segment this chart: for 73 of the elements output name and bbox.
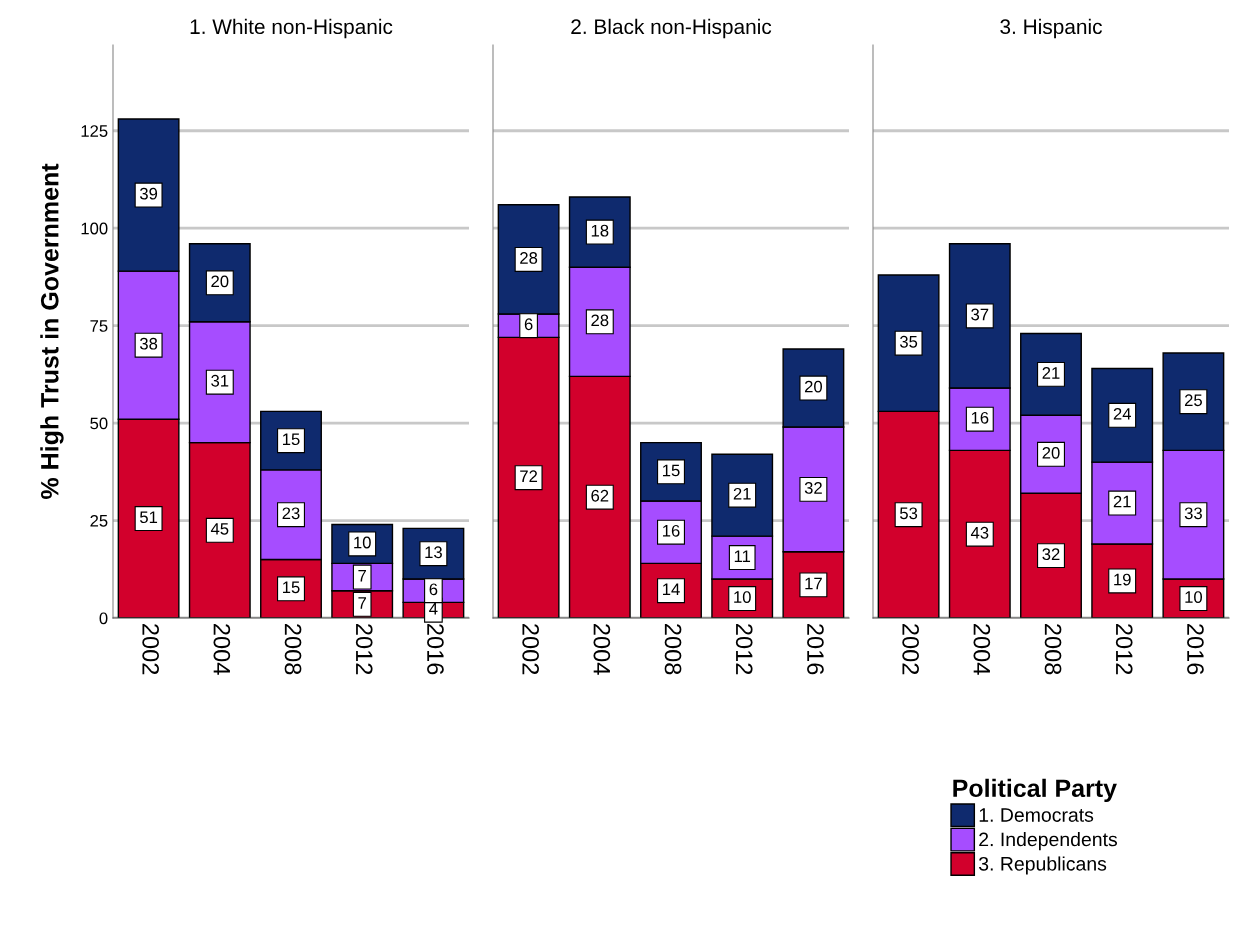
data-label: 43 bbox=[970, 526, 989, 539]
data-label: 21 bbox=[733, 487, 751, 500]
data-label: 45 bbox=[210, 523, 229, 535]
data-label: 7 bbox=[358, 569, 366, 582]
data-label: 24 bbox=[1113, 407, 1131, 420]
x-tick-label: 2012 bbox=[735, 624, 753, 675]
legend-title: Political Party bbox=[953, 778, 1117, 803]
data-label: 51 bbox=[140, 511, 158, 524]
data-label: 19 bbox=[1114, 573, 1131, 586]
data-label: 10 bbox=[1185, 591, 1203, 603]
data-label: 13 bbox=[425, 546, 442, 559]
data-label: 4 bbox=[429, 603, 438, 615]
legend-label: 1. Democrats bbox=[979, 808, 1094, 822]
data-label: 23 bbox=[282, 507, 300, 520]
x-tick-label: 2004 bbox=[973, 624, 991, 675]
legend-label: 2. Independents bbox=[979, 832, 1118, 851]
data-label: 21 bbox=[1042, 367, 1060, 379]
data-label: 62 bbox=[591, 489, 609, 502]
data-label: 15 bbox=[283, 581, 300, 594]
data-label: 11 bbox=[734, 550, 751, 562]
chart-title: 3. Hispanic bbox=[1000, 18, 1102, 39]
y-tick-label: 125 bbox=[81, 125, 108, 137]
data-label: 16 bbox=[971, 411, 989, 424]
data-label: 18 bbox=[591, 224, 609, 237]
data-label: 33 bbox=[1184, 507, 1202, 520]
data-label: 14 bbox=[663, 583, 680, 596]
data-label: 37 bbox=[971, 308, 989, 321]
y-tick-label: 0 bbox=[99, 612, 108, 625]
x-tick-label: 2008 bbox=[284, 624, 302, 675]
x-tick-label: 2016 bbox=[1187, 624, 1204, 675]
data-label: 15 bbox=[283, 433, 300, 446]
y-axis-title: % High Trust in Government bbox=[40, 163, 64, 499]
data-label: 28 bbox=[591, 314, 609, 327]
data-label: 10 bbox=[354, 536, 371, 549]
data-label: 72 bbox=[520, 470, 538, 482]
x-tick-label: 2004 bbox=[593, 624, 611, 675]
y-tick-label: 50 bbox=[90, 417, 108, 430]
data-label: 6 bbox=[524, 318, 533, 331]
data-label: 32 bbox=[804, 482, 822, 494]
x-tick-label: 2008 bbox=[664, 624, 682, 675]
data-label: 35 bbox=[899, 335, 918, 348]
data-label: 20 bbox=[211, 275, 229, 288]
x-tick-label: 2012 bbox=[355, 624, 373, 675]
data-label: 53 bbox=[900, 507, 918, 520]
x-tick-label: 2016 bbox=[427, 624, 444, 675]
data-label: 39 bbox=[139, 187, 158, 200]
x-tick-label: 2008 bbox=[1044, 624, 1062, 675]
x-tick-label: 2012 bbox=[1115, 624, 1133, 675]
chart-title: 1. White non-Hispanic bbox=[190, 18, 393, 39]
data-label: 32 bbox=[1042, 548, 1060, 561]
data-label: 6 bbox=[429, 583, 438, 596]
data-label: 31 bbox=[211, 374, 229, 387]
data-label: 38 bbox=[139, 337, 158, 350]
x-tick-label: 2002 bbox=[522, 624, 539, 675]
data-label: 16 bbox=[663, 524, 680, 537]
data-label: 28 bbox=[520, 252, 538, 264]
x-tick-label: 2004 bbox=[213, 624, 231, 675]
legend-label: 3. Republicans bbox=[978, 856, 1107, 875]
data-label: 21 bbox=[1113, 495, 1131, 508]
data-label: 20 bbox=[1042, 446, 1060, 459]
x-tick-label: 2002 bbox=[902, 624, 919, 675]
chart-title: 2. Black non-Hispanic bbox=[571, 18, 772, 39]
y-tick-label: 100 bbox=[81, 222, 108, 235]
x-tick-label: 2016 bbox=[807, 624, 824, 675]
data-label: 10 bbox=[734, 591, 751, 603]
data-label: 20 bbox=[804, 380, 823, 393]
data-label: 15 bbox=[663, 464, 680, 477]
data-label: 25 bbox=[1184, 394, 1202, 407]
x-tick-label: 2002 bbox=[142, 624, 159, 675]
data-label: 17 bbox=[805, 577, 822, 590]
y-tick-label: 75 bbox=[90, 320, 108, 332]
y-tick-label: 25 bbox=[90, 514, 108, 527]
data-label: 7 bbox=[358, 597, 366, 609]
